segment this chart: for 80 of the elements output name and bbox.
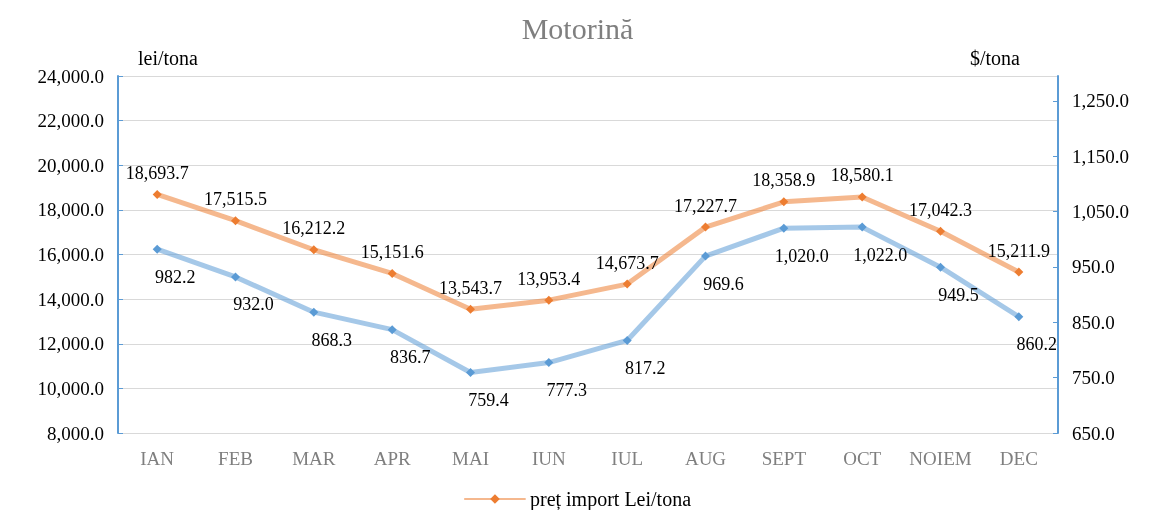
data-label: 17,227.7 xyxy=(674,195,737,216)
x-tick-label: MAR xyxy=(292,448,336,469)
x-tick-label: FEB xyxy=(218,448,253,469)
point xyxy=(544,295,554,305)
chart-title: Motorină xyxy=(521,11,634,45)
y-tick-label: 24,000.0 xyxy=(37,65,104,87)
point xyxy=(779,223,789,233)
y2-tick-label: 950.0 xyxy=(1072,256,1115,278)
data-label: 836.7 xyxy=(389,347,431,368)
data-label: 759.4 xyxy=(468,389,509,410)
point xyxy=(857,222,867,232)
y2-tick-label: 650.0 xyxy=(1072,422,1115,444)
x-tick-label: IUL xyxy=(611,448,643,469)
data-label: 982.2 xyxy=(154,266,196,287)
y2-tick-label: 1,250.0 xyxy=(1072,90,1129,112)
y-tick-label: 16,000.0 xyxy=(37,244,104,265)
data-label: 817.2 xyxy=(624,357,666,378)
point xyxy=(779,197,789,207)
point xyxy=(387,325,397,335)
y2-tick-label: 1,150.0 xyxy=(1072,145,1129,167)
data-label: 18,693.7 xyxy=(125,162,189,183)
data-label: 868.3 xyxy=(311,329,353,350)
point xyxy=(1014,267,1024,277)
x-tick-label: APR xyxy=(373,448,411,469)
point xyxy=(152,244,162,254)
data-label: 1,022.0 xyxy=(853,244,908,265)
point xyxy=(231,272,240,282)
data-label: 15,211.9 xyxy=(987,240,1051,261)
y-tick-label: 22,000.0 xyxy=(37,110,104,132)
legend-label: preț import Lei/tona xyxy=(529,488,692,510)
point xyxy=(309,307,319,317)
data-label: 949.5 xyxy=(938,284,979,305)
point xyxy=(466,304,475,314)
x-tick-label: OCT xyxy=(843,448,882,469)
point xyxy=(466,367,475,377)
y-tick-label: 18,000.0 xyxy=(37,199,104,221)
data-label: 17,515.5 xyxy=(204,189,267,210)
x-tick-label: AUG xyxy=(684,448,727,469)
y-tick-label: 20,000.0 xyxy=(37,154,104,176)
data-label: 13,953.4 xyxy=(517,268,581,289)
data-label: 13,543.7 xyxy=(439,277,502,298)
x-tick-label: MAI xyxy=(452,448,489,469)
point xyxy=(936,262,945,272)
data-label: 18,580.1 xyxy=(830,165,894,186)
y2-tick-label: 850.0 xyxy=(1072,311,1115,333)
x-tick-label: IAN xyxy=(140,448,175,469)
y-axis-title: lei/tona xyxy=(138,47,199,69)
data-label: 777.3 xyxy=(546,380,588,401)
data-label: 1,020.0 xyxy=(774,245,829,266)
data-label: 15,151.6 xyxy=(360,241,424,262)
point xyxy=(622,335,632,345)
y-tick-label: 12,000.0 xyxy=(37,333,104,355)
x-tick-label: NOIEM xyxy=(909,448,972,469)
point xyxy=(857,192,867,202)
point xyxy=(152,189,162,199)
data-label: 860.2 xyxy=(1016,334,1058,355)
point xyxy=(387,268,397,278)
y2-axis-title: $/tona xyxy=(970,47,1021,69)
data-label: 17,042.3 xyxy=(909,199,972,220)
y2-tick-label: 1,050.0 xyxy=(1072,201,1129,223)
point xyxy=(544,358,554,368)
point xyxy=(701,251,710,261)
y-tick-label: 8,000.0 xyxy=(47,422,104,444)
point xyxy=(309,245,319,255)
x-tick-label: DEC xyxy=(999,448,1038,469)
data-label: 14,673.7 xyxy=(595,252,659,273)
data-label: 932.0 xyxy=(233,294,274,315)
data-label: 969.6 xyxy=(703,273,744,294)
point xyxy=(936,226,945,236)
point xyxy=(231,216,240,226)
y-tick-label: 14,000.0 xyxy=(37,288,104,310)
y-tick-label: 10,000.0 xyxy=(37,377,104,399)
y2-tick-label: 750.0 xyxy=(1072,367,1115,389)
point xyxy=(1014,312,1024,322)
point xyxy=(701,222,710,232)
data-label: 18,358.9 xyxy=(752,170,816,191)
point xyxy=(622,279,632,289)
x-tick-label: SEPT xyxy=(761,448,807,469)
x-tick-label: IUN xyxy=(531,448,566,469)
data-label: 16,212.2 xyxy=(282,218,346,239)
